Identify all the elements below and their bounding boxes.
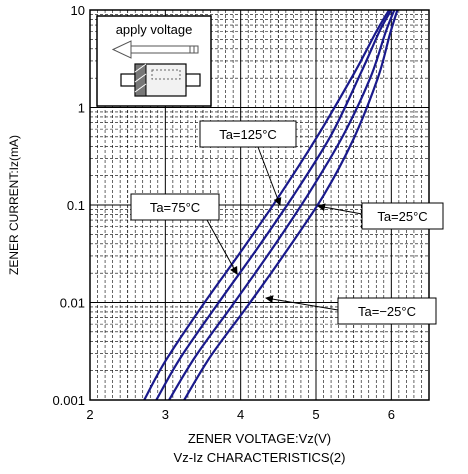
x-tick-label: 4 (237, 407, 244, 422)
leader-ta25 (317, 203, 363, 215)
annotation-ta-25: Ta=−25°C (337, 297, 437, 325)
x-axis-label: ZENER VOLTAGE:Vz(V) (187, 431, 332, 446)
series-line-1 (155, 9, 393, 401)
tick-labels: 2 3 4 5 6 0.001 0.01 0.1 1 10 (52, 3, 394, 422)
annotation-ta25: Ta=25°C (361, 202, 444, 230)
x-tick-label: 5 (312, 407, 319, 422)
x-tick-label: 6 (388, 407, 395, 422)
inset-box: apply voltage (96, 15, 212, 107)
diode-icon (120, 63, 201, 97)
x-tick-label: 2 (86, 407, 93, 422)
annotation-ta75-label: Ta=75°C (150, 200, 200, 215)
inset-label: apply voltage (116, 22, 193, 37)
x-tick-label: 3 (162, 407, 169, 422)
leader-ta125 (257, 146, 282, 206)
series-line-3 (183, 9, 399, 401)
annotation-ta-25-label: Ta=−25°C (358, 304, 416, 319)
arrow-left-icon (111, 40, 199, 59)
series-line-2 (168, 9, 396, 401)
series-layer (143, 9, 399, 401)
y-tick-label: 1 (78, 101, 85, 116)
annotation-ta25-label: Ta=25°C (377, 209, 427, 224)
annotation-ta125-label: Ta=125°C (219, 127, 277, 142)
y-tick-label: 0.01 (60, 296, 85, 311)
y-axis-label: ZENER CURRENT:Iz(mA) (7, 135, 21, 275)
y-tick-label: 0.001 (52, 393, 85, 408)
annotation-ta125: Ta=125°C (199, 120, 297, 148)
y-tick-label: 0.1 (67, 198, 85, 213)
leader-ta-25 (265, 295, 339, 311)
chart-title: Vz-Iz CHARACTERISTICS(2) (173, 450, 346, 465)
y-tick-label: 10 (71, 3, 85, 18)
annotation-ta75: Ta=75°C (130, 193, 220, 221)
leader-ta75 (206, 219, 238, 275)
y-axis-label-box: ZENER CURRENT:Iz(mA) (2, 10, 26, 400)
